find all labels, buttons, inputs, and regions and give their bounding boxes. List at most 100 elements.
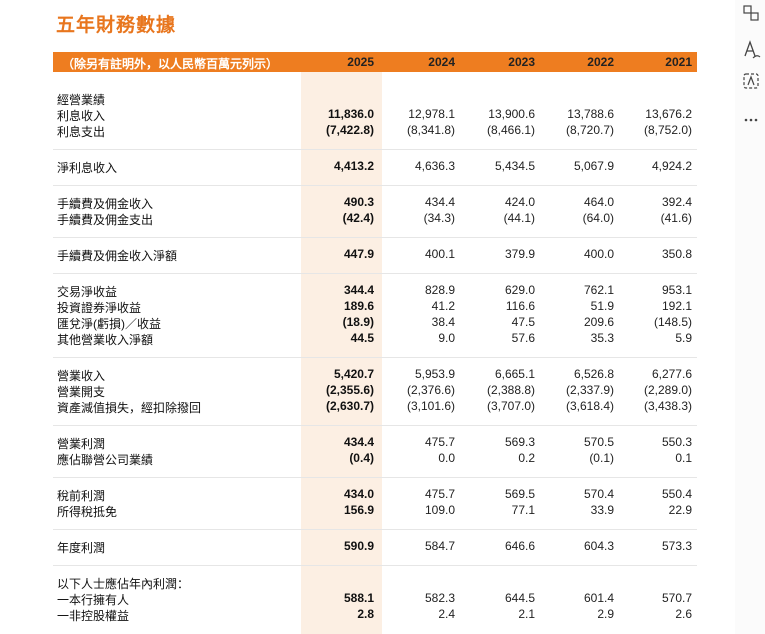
cell-value: 6,277.6 <box>651 367 692 381</box>
row-label: 淨利息收入 <box>57 161 118 175</box>
cell-value: 604.3 <box>583 539 614 553</box>
cell-value: (2,388.8) <box>486 383 535 397</box>
cell-value: 2.4 <box>438 607 455 621</box>
cell-value: 434.4 <box>343 435 374 449</box>
cell-value: 22.9 <box>668 503 692 517</box>
separator <box>53 273 697 274</box>
header-year: 2024 <box>428 55 455 69</box>
row-label: 手續費及佣金收入 <box>57 197 154 211</box>
cell-value: 569.3 <box>504 435 535 449</box>
cell-value: (3,618.4) <box>565 399 614 413</box>
cell-value: 2.8 <box>357 607 374 621</box>
row-label: 手續費及佣金支出 <box>57 213 154 227</box>
cell-value: 573.3 <box>661 539 692 553</box>
cell-value: 5,420.7 <box>333 367 374 381</box>
cell-value: (2,289.0) <box>643 383 692 397</box>
cell-value: (64.0) <box>582 211 614 225</box>
header-bar <box>53 52 697 72</box>
cell-value: 38.4 <box>431 315 455 329</box>
cell-value: 209.6 <box>583 315 614 329</box>
row-label: 所得稅抵免 <box>57 505 118 519</box>
cell-value: 584.7 <box>424 539 455 553</box>
cell-value: 35.3 <box>590 331 614 345</box>
cell-value: 475.7 <box>424 487 455 501</box>
separator <box>53 425 697 426</box>
cell-value: 828.9 <box>424 283 455 297</box>
cell-value: (3,101.6) <box>406 399 455 413</box>
cell-value: 550.4 <box>661 487 692 501</box>
cell-value: 4,636.3 <box>414 159 455 173</box>
header-year: 2022 <box>587 55 614 69</box>
cell-value: 344.4 <box>343 283 374 297</box>
cell-value: 11,836.0 <box>327 107 374 121</box>
cell-value: 569.5 <box>504 487 535 501</box>
cell-value: 582.3 <box>424 591 455 605</box>
cell-value: 4,413.2 <box>333 159 374 173</box>
cell-value: 116.6 <box>505 299 535 313</box>
cell-value: 41.2 <box>431 299 455 313</box>
cell-value: (2,630.7) <box>325 399 374 413</box>
cell-value: 424.0 <box>504 195 535 209</box>
cell-value: 77.1 <box>511 503 535 517</box>
cell-value: 51.9 <box>590 299 614 313</box>
row-label: 投資證券淨收益 <box>57 301 142 315</box>
separator <box>53 237 697 238</box>
separator <box>53 149 697 150</box>
row-label: 以下人士應佔年內利潤： <box>57 577 190 591</box>
toolbar-icons[interactable] <box>735 0 765 140</box>
cell-value: 590.9 <box>343 539 374 553</box>
row-label: 一本行擁有人 <box>57 593 130 607</box>
cell-value: 629.0 <box>504 283 535 297</box>
cell-value: 570.7 <box>661 591 692 605</box>
cell-value: 601.4 <box>583 591 614 605</box>
cell-value: 13,676.2 <box>645 107 692 121</box>
row-label: 手續費及佣金收入淨額 <box>57 249 178 263</box>
cell-value: 5,953.9 <box>414 367 455 381</box>
cell-value: 434.4 <box>424 195 455 209</box>
sidebar <box>735 0 765 634</box>
header-year: 2021 <box>665 55 692 69</box>
cell-value: 13,900.6 <box>488 107 535 121</box>
cell-value: 350.8 <box>661 247 692 261</box>
highlight-column <box>301 72 382 634</box>
cell-value: 588.1 <box>343 591 374 605</box>
row-label: 一非控股權益 <box>57 609 130 623</box>
cell-value: 570.5 <box>583 435 614 449</box>
cell-value: 2.1 <box>518 607 535 621</box>
row-label: 年度利潤 <box>57 541 106 555</box>
row-label: 利息支出 <box>57 125 106 139</box>
cell-value: (3,438.3) <box>643 399 692 413</box>
row-label: 稅前利潤 <box>57 489 106 503</box>
cell-value: 646.6 <box>504 539 535 553</box>
cell-value: 475.7 <box>424 435 455 449</box>
cell-value: 33.9 <box>590 503 614 517</box>
cell-value: 762.1 <box>583 283 614 297</box>
cell-value: 447.9 <box>343 247 374 261</box>
cell-value: (8,720.7) <box>565 123 614 137</box>
cell-value: (8,752.0) <box>643 123 692 137</box>
cell-value: (2,376.6) <box>406 383 455 397</box>
cell-value: 12,978.1 <box>408 107 455 121</box>
cell-value: 2.6 <box>675 607 692 621</box>
cell-value: (41.6) <box>660 211 692 225</box>
cell-value: (42.4) <box>342 211 374 225</box>
row-label: 資產減值損失，經扣除撥回 <box>57 401 202 415</box>
row-label: 匯兌淨(虧損)／收益 <box>57 317 161 331</box>
row-label: 營業收入 <box>57 369 106 383</box>
cell-value: (8,341.8) <box>406 123 455 137</box>
row-label: 經營業績 <box>57 93 106 107</box>
header-year: 2025 <box>347 55 374 69</box>
cell-value: 9.0 <box>438 331 455 345</box>
separator <box>53 565 697 566</box>
separator <box>53 529 697 530</box>
separator <box>53 185 697 186</box>
cell-value: 464.0 <box>583 195 614 209</box>
cell-value: (44.1) <box>503 211 535 225</box>
cell-value: (7,422.8) <box>325 123 374 137</box>
cell-value: 0.0 <box>438 451 455 465</box>
cell-value: 6,665.1 <box>494 367 535 381</box>
cell-value: 0.2 <box>518 451 535 465</box>
cell-value: 0.1 <box>675 451 692 465</box>
cell-value: 434.0 <box>343 487 374 501</box>
